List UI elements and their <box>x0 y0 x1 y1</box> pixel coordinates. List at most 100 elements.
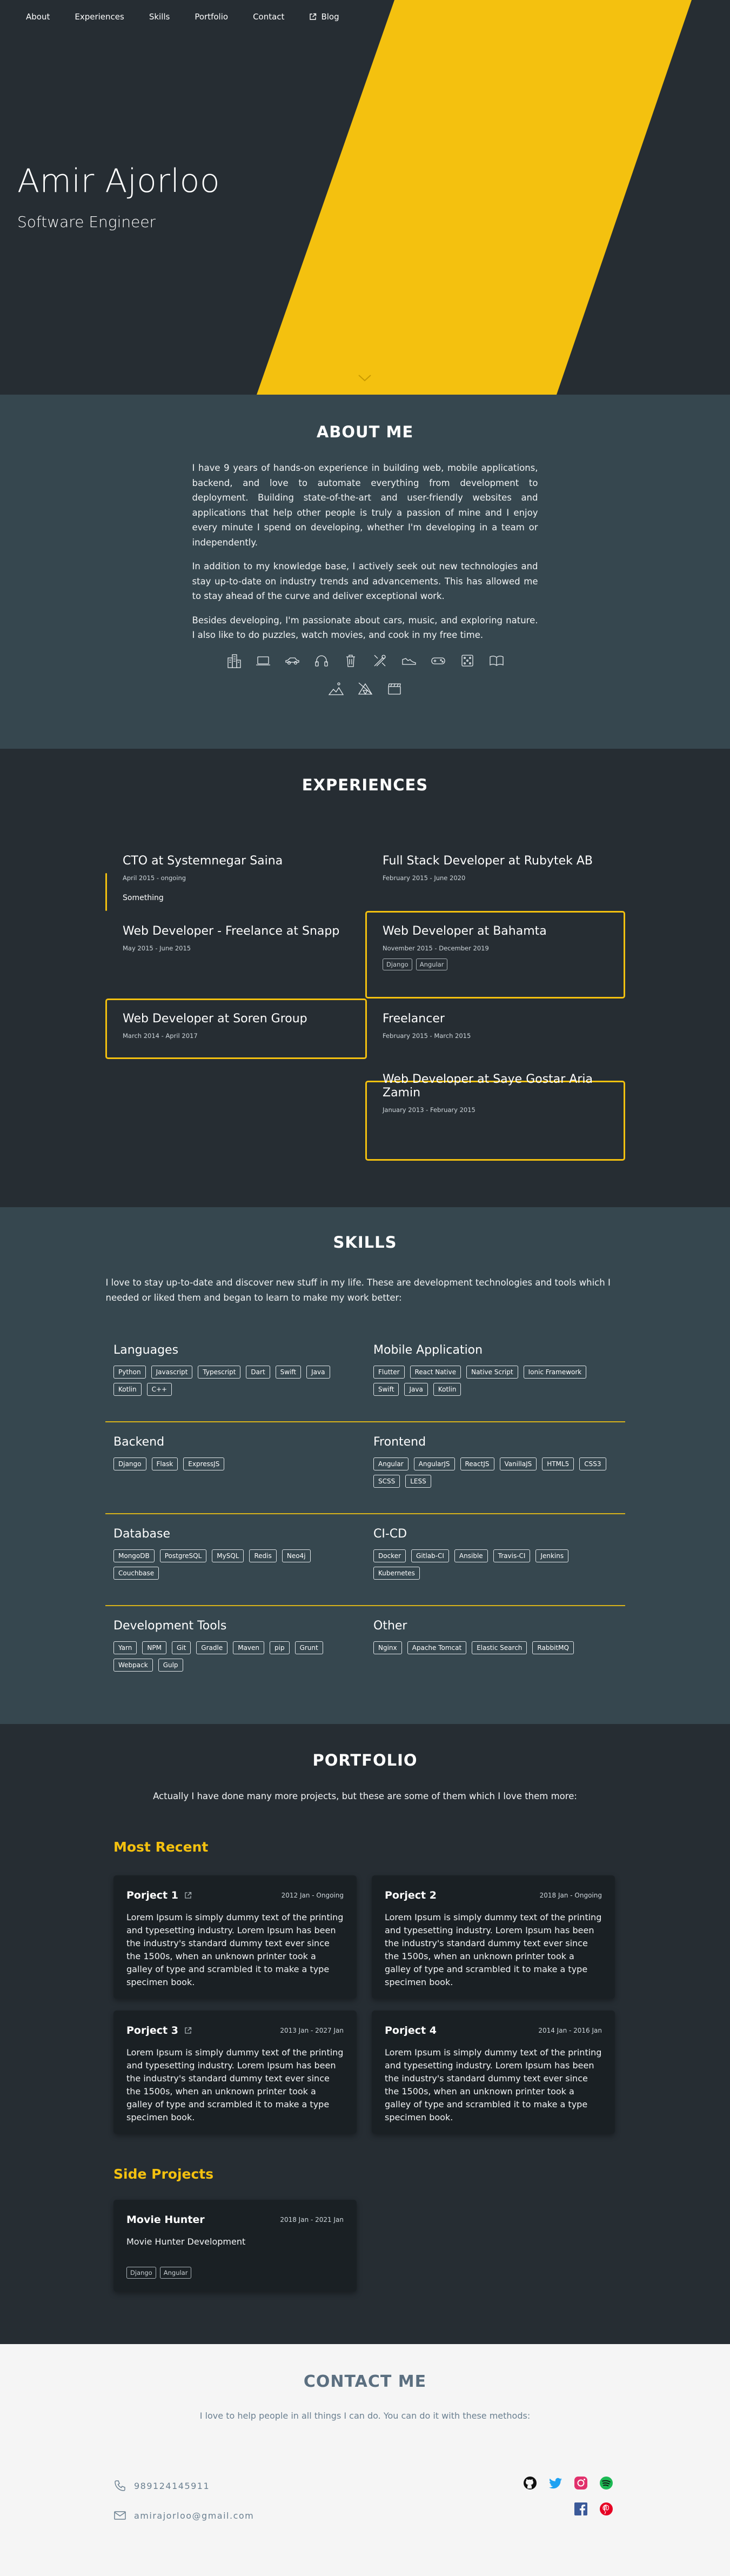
twitter-icon[interactable] <box>547 2475 564 2491</box>
timeline-frame <box>365 1081 625 1161</box>
timeline-connector <box>105 873 107 911</box>
skill-tag: Nginx <box>373 1641 402 1654</box>
trash-icon <box>343 653 359 669</box>
skill-group: Backend Django Flask ExpressJS <box>105 1422 365 1513</box>
skill-tag: pip <box>270 1641 290 1654</box>
scroll-down-icon[interactable] <box>358 374 372 382</box>
skill-tag: Java <box>306 1366 330 1379</box>
nav-skills[interactable]: Skills <box>149 12 170 22</box>
project-card[interactable]: Porject 2 2018 Jan - Ongoing Lorem Ipsum… <box>372 1875 615 1999</box>
skill-tag: RabbitMQ <box>532 1641 574 1654</box>
skill-tag: Dart <box>246 1366 270 1379</box>
skill-tag: Webpack <box>113 1659 153 1672</box>
nav-portfolio[interactable]: Portfolio <box>195 12 229 22</box>
project-title: Porject 2 <box>385 1889 437 1901</box>
instagram-icon[interactable] <box>573 2475 589 2491</box>
portfolio-title: PORTFOLIO <box>312 1751 418 1769</box>
experience-title: Web Developer at Soren Group <box>123 1012 307 1026</box>
skill-tag: Gulp <box>158 1659 183 1672</box>
hobby-icons-row-2 <box>0 681 730 697</box>
github-icon[interactable] <box>522 2475 538 2491</box>
external-link-icon[interactable] <box>184 1891 192 1900</box>
skill-tag: C++ <box>146 1383 172 1396</box>
skill-tag: SCSS <box>373 1475 400 1488</box>
skill-tag: Git <box>171 1641 191 1654</box>
project-description: Lorem Ipsum is simply dummy text of the … <box>385 1912 602 1987</box>
about-title: ABOUT ME <box>316 423 414 441</box>
book-icon <box>488 653 505 669</box>
nav-blog[interactable]: Blog <box>309 12 339 22</box>
skill-row: Backend Django Flask ExpressJS Frontend Angul… <box>105 1422 625 1514</box>
tech-tag: Django <box>383 958 412 970</box>
project-date: 2012 Jan - Ongoing <box>281 1892 344 1899</box>
skill-tag: Maven <box>233 1641 264 1654</box>
experience-title: Web Developer - Freelance at Snapp <box>123 924 340 938</box>
experience-item: Web Developer at Saye Gostar Aria Zamin … <box>365 1059 625 1139</box>
skill-tags: Python Javascript Typescript Dart Swift Java K… <box>113 1366 357 1396</box>
project-title: Porject 1 <box>126 1889 178 1901</box>
experience-item: Web Developer at Soren Group March 2014 … <box>105 999 365 1081</box>
skill-tag: Ansible <box>454 1549 488 1562</box>
tools-icon <box>372 653 388 669</box>
experience-date: April 2015 - ongoing <box>123 874 186 882</box>
skill-tag: Redis <box>249 1549 277 1562</box>
project-card[interactable]: Porject 4 2014 Jan - 2016 Jan Lorem Ipsu… <box>372 2011 615 2134</box>
about-text: I have 9 years of hands-on experience in… <box>192 461 538 643</box>
skill-tag: HTML5 <box>542 1457 574 1470</box>
skill-tag: Kotlin <box>113 1383 142 1396</box>
hero-section: Amir Ajorloo Software Engineer <box>0 0 730 395</box>
skill-tag: CSS3 <box>579 1457 606 1470</box>
skill-row: Development Tools Yarn NPM Git Gradle Maven pi… <box>105 1606 625 1698</box>
contact-email[interactable]: amirajorloo@gmail.com <box>113 2509 254 2522</box>
nav-about[interactable]: About <box>26 12 50 22</box>
skill-tags: Angular AngularJS ReactJS VanillaJS HTML5 CSS… <box>373 1457 617 1488</box>
hobby-icons-row-1 <box>0 653 730 669</box>
spotify-icon[interactable] <box>598 2475 614 2491</box>
skill-tag: Typescript <box>198 1366 241 1379</box>
contact-title: CONTACT ME <box>303 2372 427 2391</box>
skill-tag: Docker <box>373 1549 406 1562</box>
skills-intro: I love to stay up-to-date and discover n… <box>105 1277 611 1303</box>
project-card[interactable]: Porject 3 2013 Jan - 2027 Jan Lorem Ipsu… <box>113 2011 357 2134</box>
contact-section: CONTACT ME I love to help people in all … <box>0 2344 730 2576</box>
skill-group: Other Nginx Apache Tomcat Elastic Search Rab… <box>365 1606 625 1698</box>
tech-tag: Django <box>126 2267 156 2279</box>
about-paragraph: Besides developing, I'm passionate about… <box>192 615 538 641</box>
nav-contact[interactable]: Contact <box>253 12 285 22</box>
skill-group-title: Frontend <box>373 1435 426 1449</box>
hero-name: Amir Ajorloo <box>17 162 220 200</box>
skill-tag: Grunt <box>294 1641 323 1654</box>
experience-date: January 2013 - February 2015 <box>383 1106 475 1114</box>
nav-experiences[interactable]: Experiences <box>75 12 124 22</box>
skill-tag: Flutter <box>373 1366 405 1379</box>
project-date: 2018 Jan - 2021 Jan <box>280 2216 344 2224</box>
project-date: 2013 Jan - 2027 Jan <box>280 2027 344 2034</box>
project-title: Porject 4 <box>385 2025 437 2036</box>
timeline-frame <box>365 911 625 999</box>
skill-group: Database MongoDB PostgreSQL MySQL Redis Neo4j… <box>105 1514 365 1605</box>
pinterest-icon[interactable] <box>598 2501 614 2517</box>
skill-tag: Gitlab-CI <box>411 1549 449 1562</box>
skill-tags: Nginx Apache Tomcat Elastic Search RabbitMQ <box>373 1641 617 1654</box>
skill-tag: React Native <box>410 1366 461 1379</box>
portfolio-section: PORTFOLIO Actually I have done many more… <box>0 1724 730 2344</box>
phone-icon <box>115 2480 125 2491</box>
contact-phone[interactable]: 989124145911 <box>113 2479 210 2492</box>
skill-tag: ExpressJS <box>183 1457 225 1470</box>
experience-title: CTO at Systemnegar Saina <box>123 854 283 868</box>
timeline-frame <box>105 999 367 1059</box>
external-link-icon[interactable] <box>184 2026 192 2035</box>
skill-tags: MongoDB PostgreSQL MySQL Redis Neo4j Couchbas… <box>113 1549 357 1580</box>
project-card[interactable]: Porject 1 2012 Jan - Ongoing Lorem Ipsum… <box>113 1875 357 1999</box>
project-card[interactable]: Movie Hunter 2018 Jan - 2021 Jan Movie H… <box>113 2200 357 2292</box>
facebook-icon[interactable] <box>573 2501 589 2517</box>
hiking-icon <box>328 681 344 697</box>
skill-tag: Kubernetes <box>373 1567 420 1580</box>
city-icon <box>226 653 242 669</box>
dice-icon <box>459 653 475 669</box>
skill-tag: Python <box>113 1366 146 1379</box>
experience-timeline: CTO at Systemnegar Saina April 2015 - on… <box>105 841 625 1161</box>
experience-date: May 2015 - June 2015 <box>123 944 191 952</box>
project-date: 2018 Jan - Ongoing <box>539 1892 602 1899</box>
skill-group: Frontend Angular AngularJS ReactJS VanillaJS… <box>365 1422 625 1513</box>
